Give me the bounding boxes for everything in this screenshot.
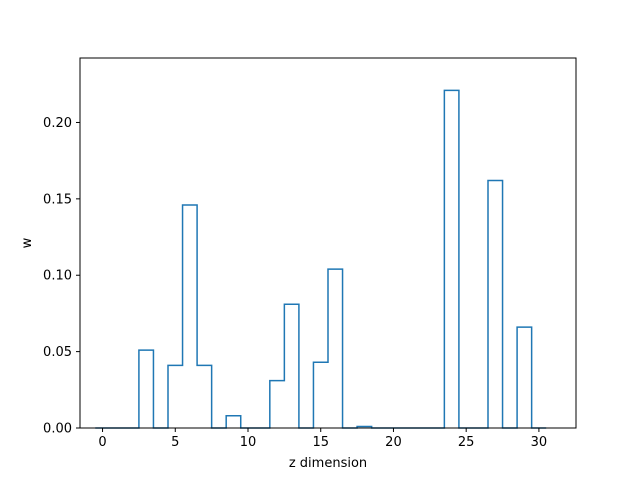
x-tick-label: 15 (312, 435, 329, 450)
y-tick-label: 0.10 (43, 269, 72, 284)
x-tick-label: 0 (98, 435, 106, 450)
y-axis-ticks: 0.00 0.05 0.10 0.15 0.20 (43, 116, 80, 437)
x-tick-label: 10 (240, 435, 257, 450)
y-axis-label: w (20, 237, 35, 248)
y-tick-label: 0.20 (43, 116, 72, 131)
x-axis-ticks: 0 5 10 15 20 25 30 (98, 428, 547, 450)
x-tick-label: 25 (458, 435, 475, 450)
x-tick-label: 20 (385, 435, 402, 450)
y-tick-label: 0.05 (43, 345, 72, 360)
x-tick-label: 5 (171, 435, 179, 450)
y-tick-label: 0.15 (43, 192, 72, 207)
x-tick-label: 30 (531, 435, 548, 450)
axes-frame (79, 57, 577, 429)
x-axis-label: z dimension (289, 456, 367, 471)
y-tick-label: 0.00 (43, 422, 72, 437)
